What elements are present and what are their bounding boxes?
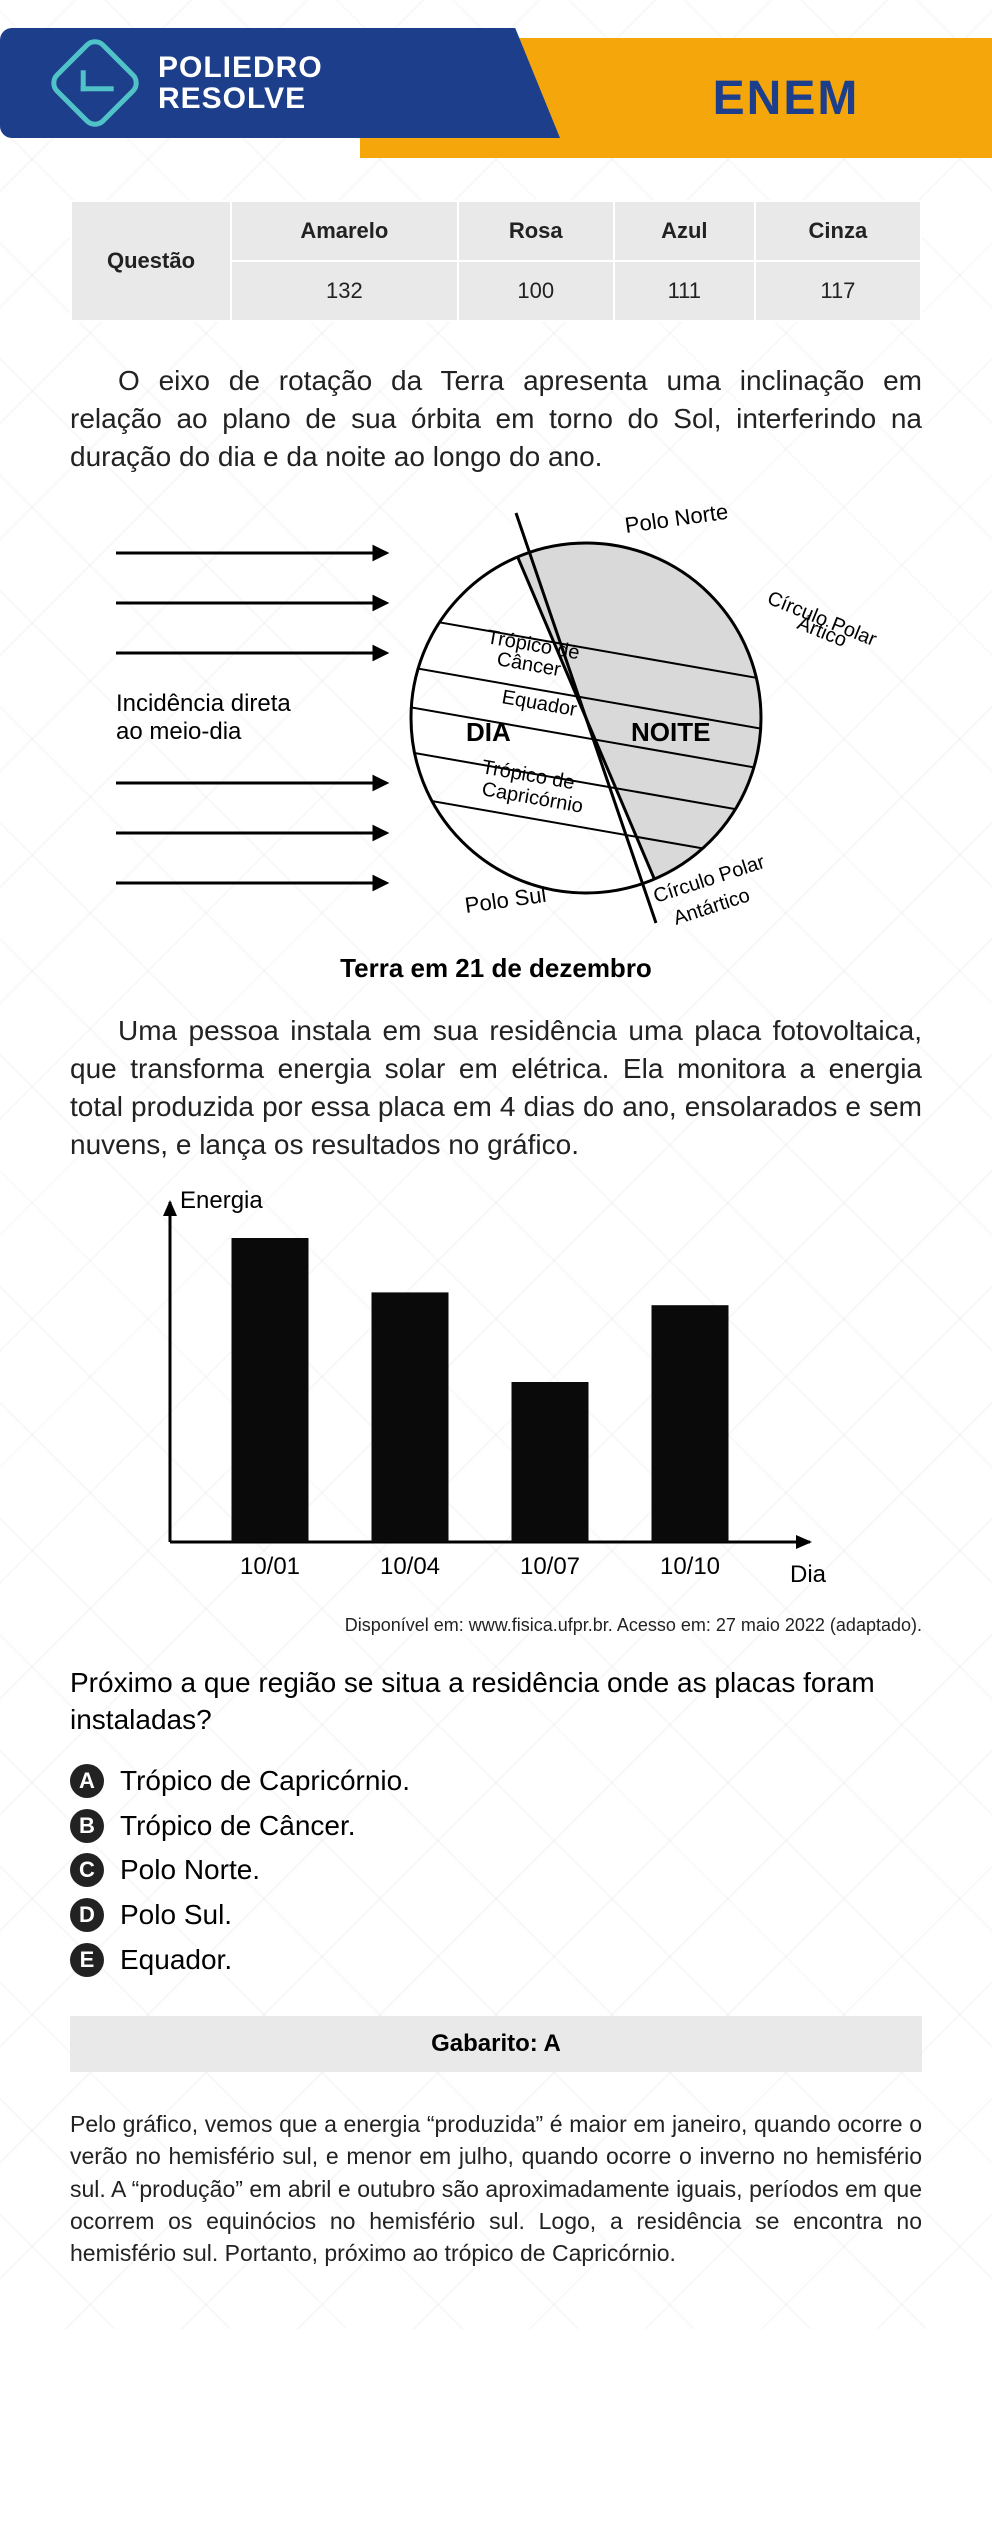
equador-label: Equador xyxy=(500,687,579,722)
logo-line2: RESOLVE xyxy=(158,82,306,115)
val-rosa: 100 xyxy=(458,261,614,321)
energy-chart: Energia Dia 10/01 10/04 10/07 10/10 xyxy=(90,1182,922,1607)
page-header: ENEM POLIEDRO RESOLVE xyxy=(0,0,992,160)
option-letter-b: B xyxy=(70,1809,104,1843)
option-letter-a: A xyxy=(70,1764,104,1798)
noite-label: NOITE xyxy=(631,717,710,747)
option-c: C Polo Norte. xyxy=(70,1850,922,1891)
option-text-c: Polo Norte. xyxy=(120,1850,260,1891)
incidence-label-2: ao meio-dia xyxy=(116,718,242,745)
option-text-e: Equador. xyxy=(120,1940,232,1981)
col-rosa: Rosa xyxy=(458,201,614,261)
table-row-label: Questão xyxy=(71,201,231,321)
source-text: Disponível em: www.fisica.ufpr.br. Acess… xyxy=(70,1615,922,1636)
val-azul: 111 xyxy=(614,261,755,321)
option-letter-c: C xyxy=(70,1853,104,1887)
header-blue-band: POLIEDRO RESOLVE xyxy=(0,28,560,138)
polo-norte-label: Polo Norte xyxy=(623,499,729,538)
exam-name: ENEM xyxy=(713,71,860,126)
val-cinza: 117 xyxy=(755,261,921,321)
logo-line1: POLIEDRO xyxy=(158,51,323,84)
col-cinza: Cinza xyxy=(755,201,921,261)
earth-diagram: Incidência direta ao meio-dia Polo Norte… xyxy=(86,493,906,943)
option-e: E Equador. xyxy=(70,1940,922,1981)
dia-label: DIA xyxy=(466,717,511,747)
option-text-d: Polo Sul. xyxy=(120,1895,232,1936)
question-number-table: Questão Amarelo Rosa Azul Cinza 132 100 … xyxy=(70,200,922,322)
svg-text:10/04: 10/04 xyxy=(380,1553,440,1580)
option-d: D Polo Sul. xyxy=(70,1895,922,1936)
col-azul: Azul xyxy=(614,201,755,261)
check-hex-icon xyxy=(46,34,145,133)
answer-bar: Gabarito: A xyxy=(70,2016,922,2072)
question-text: Próximo a que região se situa a residênc… xyxy=(70,1664,922,1740)
option-letter-d: D xyxy=(70,1898,104,1932)
intro-paragraph: O eixo de rotação da Terra apresenta uma… xyxy=(70,362,922,475)
svg-text:10/01: 10/01 xyxy=(240,1553,300,1580)
option-b: B Trópico de Câncer. xyxy=(70,1806,922,1847)
option-letter-e: E xyxy=(70,1943,104,1977)
svg-text:Dia: Dia xyxy=(790,1561,827,1588)
svg-text:Energia: Energia xyxy=(180,1187,263,1214)
val-amarelo: 132 xyxy=(231,261,458,321)
polo-sul-label: Polo Sul xyxy=(463,882,548,918)
options-list: A Trópico de Capricórnio. B Trópico de C… xyxy=(70,1761,922,1980)
option-text-a: Trópico de Capricórnio. xyxy=(120,1761,410,1802)
option-a: A Trópico de Capricórnio. xyxy=(70,1761,922,1802)
earth-caption: Terra em 21 de dezembro xyxy=(70,953,922,984)
svg-text:10/10: 10/10 xyxy=(660,1553,720,1580)
option-text-b: Trópico de Câncer. xyxy=(120,1806,356,1847)
logo-text: POLIEDRO RESOLVE xyxy=(158,52,323,115)
svg-text:10/07: 10/07 xyxy=(520,1553,580,1580)
explanation-text: Pelo gráfico, vemos que a energia “produ… xyxy=(70,2108,922,2269)
incidence-label-1: Incidência direta xyxy=(116,690,291,717)
second-paragraph: Uma pessoa instala em sua residência uma… xyxy=(70,1012,922,1163)
col-amarelo: Amarelo xyxy=(231,201,458,261)
